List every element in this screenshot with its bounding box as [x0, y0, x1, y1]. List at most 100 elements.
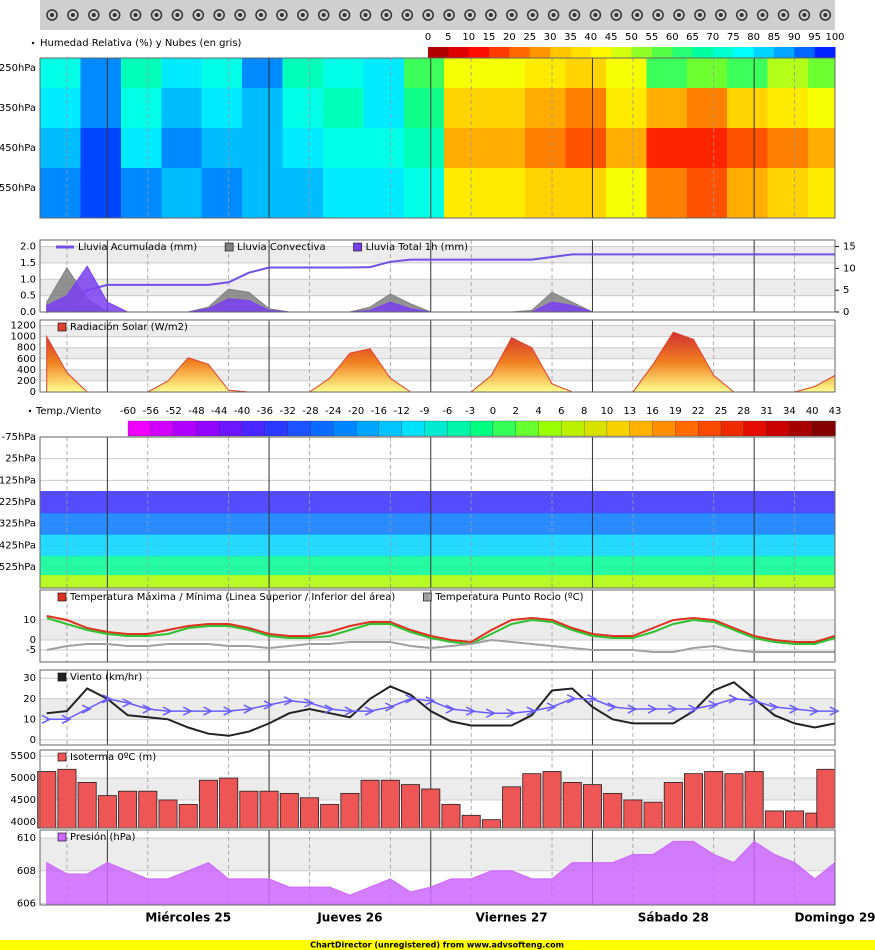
heat-cell: [120, 168, 162, 219]
panel-border: [39, 669, 836, 746]
y-tick-label: 5500: [11, 751, 36, 762]
temperature-band: [40, 512, 835, 535]
line-low: [46, 617, 836, 646]
y-tick-label: 0: [30, 635, 36, 646]
colorbar-label: -20: [348, 406, 364, 417]
colorbar-swatch: [489, 47, 510, 60]
bar: [77, 782, 97, 829]
weather-icon: [46, 9, 58, 21]
colorbar-label: -6: [442, 406, 452, 417]
weather-icon-core: [300, 13, 305, 17]
bar: [259, 790, 279, 829]
weather-icon: [526, 9, 539, 21]
legend-label: Lluvia Convectiva: [237, 242, 325, 253]
colorbar-swatch: [583, 420, 608, 437]
heat-cell: [161, 88, 203, 129]
y-tick-label: 225hPa: [0, 497, 36, 508]
colorbar-swatch: [241, 420, 266, 437]
y-tick-label: 200: [17, 376, 36, 387]
wind-arrow: [243, 704, 254, 714]
legend-label: Radiación Solar (W/m2): [70, 321, 188, 333]
weather-icon-core: [279, 13, 284, 17]
weather-icon-core: [739, 13, 744, 17]
weather-icon: [568, 9, 581, 21]
wind-arrow: [465, 706, 476, 716]
colorbar-swatch: [743, 420, 768, 437]
wind-arrow: [203, 706, 214, 716]
panel-border: [39, 589, 836, 663]
area: [46, 840, 836, 906]
wind-arrow: [122, 698, 133, 708]
wind-arrow: [486, 708, 497, 718]
weather-icon-core: [175, 13, 180, 17]
heat-cell: [40, 168, 81, 219]
weather-icon: [129, 9, 142, 21]
y-tick-label: -75hPa: [2, 432, 36, 443]
colorbar-swatch: [590, 47, 612, 60]
bar: [542, 771, 562, 829]
weather-icon: [67, 9, 79, 21]
weather-icon-core: [802, 13, 807, 17]
heat-cell: [444, 88, 486, 129]
bar: [461, 814, 481, 829]
heat-cell: [727, 168, 769, 219]
heat-cell: [201, 88, 243, 129]
bar: [816, 768, 836, 829]
colorbar-swatch: [733, 47, 755, 60]
colorbar-label: 13: [623, 406, 636, 417]
colorbar-swatch: [692, 47, 714, 60]
y-tick-label: 10: [23, 714, 36, 725]
heat-cell: [646, 128, 688, 169]
wind-arrow: [304, 698, 315, 708]
heat-cell: [484, 58, 526, 89]
bar: [623, 799, 643, 829]
y-tick-label: 4000: [11, 817, 36, 828]
colorbar-label: 75: [727, 32, 740, 43]
colorbar-label: 8: [581, 406, 587, 417]
colorbar-swatch: [310, 420, 334, 437]
heat-cell: [201, 58, 243, 89]
profile-title: Temp./Viento: [35, 406, 101, 417]
colorbar-swatch: [196, 420, 220, 437]
wind-arrow: [769, 702, 780, 712]
wind-arrow: [81, 704, 92, 714]
wind-arrow: [546, 702, 557, 712]
bar: [481, 819, 501, 829]
y-tick-label: 250hPa: [0, 63, 36, 74]
weather-icon-core: [488, 13, 493, 17]
colorbar-swatch: [447, 420, 471, 437]
colorbar-label: 28: [737, 406, 750, 417]
colorbar-swatch: [469, 420, 494, 437]
weather-icon: [276, 9, 288, 21]
heat-cell: [403, 88, 445, 129]
colorbar-label: 95: [808, 32, 821, 43]
temperature-band: [40, 556, 835, 576]
weather-icon-core: [238, 13, 243, 17]
heat-cell: [403, 128, 445, 169]
heat-cell: [646, 58, 688, 89]
heat-cell: [484, 88, 526, 129]
panel-border: [39, 436, 836, 589]
colorbar-swatch: [606, 420, 631, 437]
wind-arrow: [385, 702, 396, 712]
weather-icon-core: [593, 13, 598, 17]
temperature-band: [40, 575, 835, 589]
colorbar-label: 10: [462, 32, 475, 43]
grid-band: [40, 246, 835, 263]
legend-label: Lluvia Acumulada (mm): [78, 242, 197, 253]
colorbar-swatch: [401, 420, 426, 437]
heat-cell: [161, 168, 203, 219]
bar: [178, 803, 198, 829]
colorbar-swatch: [529, 47, 551, 60]
y-tick-label: 0.0: [20, 307, 36, 318]
weather-icon: [150, 9, 163, 21]
colorbar-label: 34: [783, 406, 796, 417]
weather-icon: [631, 9, 643, 21]
heat-cell: [242, 58, 284, 89]
heat-cell: [686, 168, 728, 219]
footer: ChartDirector (unregistered) from www.ad…: [310, 941, 564, 950]
weather-icon-core: [196, 13, 201, 17]
weather-icon: [317, 9, 330, 21]
wind-arrow: [102, 694, 113, 704]
weather-icon: [819, 9, 832, 21]
